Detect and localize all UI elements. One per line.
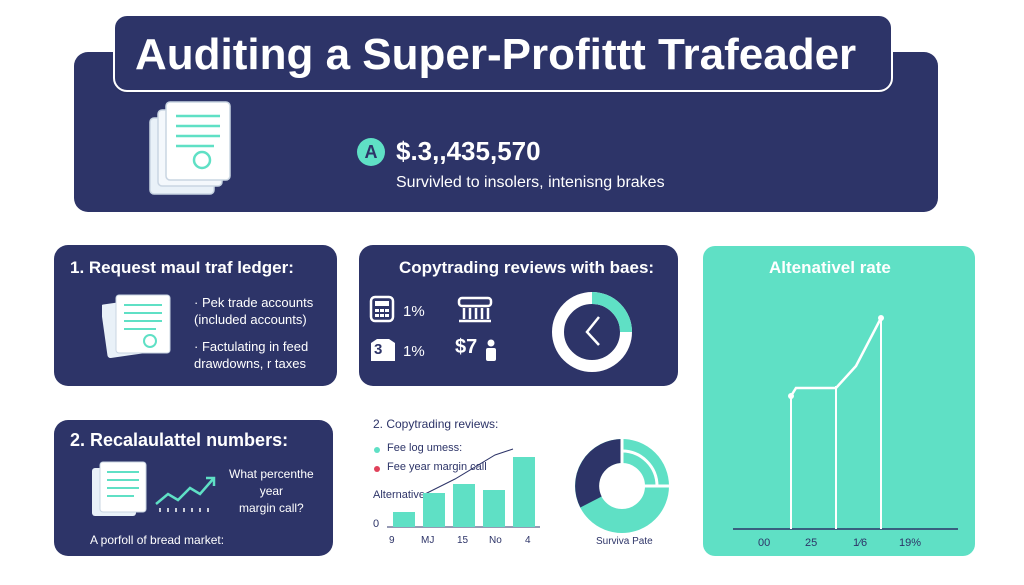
clock-gauge-icon	[552, 292, 632, 372]
bar-x-tick: 15	[457, 535, 469, 546]
alt-rate-title: Altenativel rate	[769, 258, 891, 277]
survival-rate-donut	[575, 438, 670, 533]
document-stack-icon	[149, 101, 231, 195]
bar-x-tick: 4	[525, 535, 531, 546]
bank-icon	[457, 296, 493, 323]
alt-rate-x-tick: 25	[805, 537, 817, 549]
request-heading: 1. Request mauI traf ledger:	[70, 258, 294, 277]
alternative-label: Alternative	[373, 489, 425, 501]
shirt-badge-icon	[371, 339, 395, 361]
alt-rate-x-tick: 1⁄6	[853, 537, 867, 549]
alt-rate-point	[788, 393, 794, 399]
trend-line-icon	[155, 476, 216, 512]
hero-amount: $.3,,435,570	[396, 136, 541, 166]
hero-subtitle: Survivled to insolers, intenisng brakes	[396, 174, 665, 191]
document-stack-icon	[92, 461, 147, 516]
bar-4	[513, 457, 535, 527]
request-bullet-2: · Factulating in feed drawdowns, r taxes	[194, 339, 309, 371]
copytrading-reviews-card: Copytrading reviews with baes: 1% 3 1% $…	[359, 245, 678, 386]
document-stack-icon	[102, 294, 171, 358]
calculator-icon	[369, 295, 395, 323]
legend-1: Fee log umess:	[387, 442, 463, 454]
bar-No	[483, 489, 505, 527]
recalc-question: What percenthe year margin call?	[229, 467, 314, 515]
bar-15	[453, 484, 475, 527]
alt-rate-point	[878, 315, 884, 321]
bar-x-tick: No	[489, 535, 502, 546]
legend-dot-teal-icon	[374, 447, 380, 453]
alt-rate-x-tick: 00	[758, 537, 770, 549]
bar-x-tick: MJ	[421, 535, 435, 546]
legend-2: Fee year margin call	[387, 461, 487, 473]
alt-rate-x-tick: 19%	[899, 537, 921, 549]
request-ledger-card: 1. Request mauI traf ledger: · Pek trade…	[54, 245, 337, 386]
person-icon	[486, 339, 496, 361]
hero-badge: A	[357, 138, 385, 166]
badge-number: 3	[374, 341, 383, 358]
bar-MJ	[423, 493, 445, 527]
donut-label: Surviva Pate	[596, 536, 653, 547]
reviews-heading: Copytrading reviews with baes:	[399, 258, 655, 277]
bar-chart-heading: 2. Copytrading reviews:	[373, 417, 499, 431]
legend-dot-red-icon	[374, 466, 380, 472]
alt-rate-line	[789, 317, 883, 397]
stat-3: $7	[455, 336, 478, 358]
stat-1: 1%	[403, 303, 425, 320]
title-banner: Auditing a Super-Profittt Trafeader	[113, 14, 893, 92]
alt-rate-chart: 00 25 1⁄6 19%	[733, 315, 958, 549]
bar-chart-overlay	[387, 448, 540, 528]
alternative-rate-card: Altenativel rate 00 25 1⁄6 19%	[703, 246, 975, 556]
request-bullet-1: · Pek trade accounts (included accounts)	[194, 295, 314, 327]
bar-x-tick: 9	[389, 535, 395, 546]
y-zero-label: 0	[373, 518, 380, 530]
recalc-heading: 2. Recalaulattel numbers:	[70, 430, 289, 450]
page-title: Auditing a Super-Profittt Trafeader	[135, 30, 857, 79]
stat-2: 1%	[403, 343, 425, 360]
recalculate-card: 2. Recalaulattel numbers: What percenthe…	[54, 420, 333, 556]
recalc-footer: A porfoll of bread market:	[90, 533, 225, 547]
copytrading-bar-chart: 2. Copytrading reviews: Fee log umess: F…	[365, 415, 550, 550]
bar-9	[393, 512, 415, 527]
